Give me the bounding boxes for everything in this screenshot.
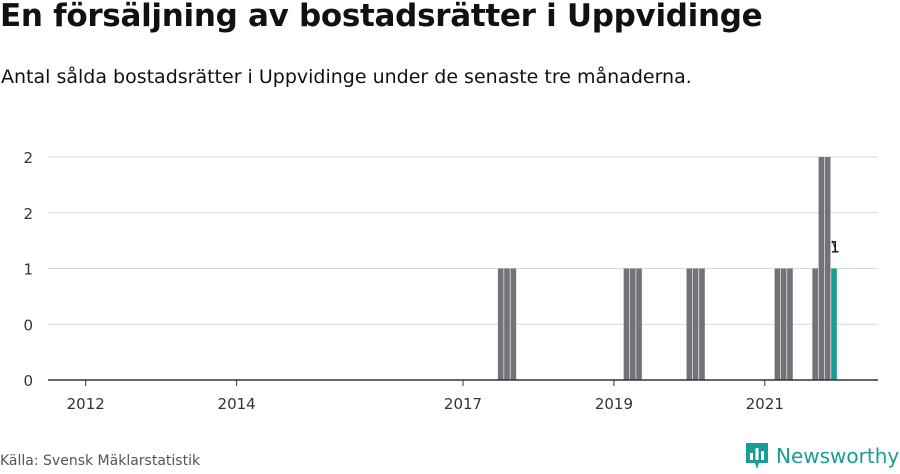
chart-title: En försäljning av bostadsrätter i Uppvid… (0, 0, 763, 34)
bar (629, 268, 636, 380)
annotation-leader-line (831, 240, 837, 251)
bar (824, 157, 831, 380)
bar-chart-logo-icon (746, 443, 768, 469)
y-tick-label: 1 (23, 261, 33, 279)
grid-lines (48, 156, 878, 325)
bar-latest-month (831, 268, 837, 380)
bar (774, 268, 781, 380)
bar (818, 157, 825, 380)
bar (623, 268, 630, 380)
x-axis-ticks: 2012 2014 2017 2019 2021 (67, 380, 784, 413)
bar (510, 268, 517, 380)
x-tick-label: 2012 (67, 395, 105, 413)
bar (692, 268, 699, 380)
x-tick-label: 2014 (218, 395, 256, 413)
y-tick-label: 2 (23, 205, 33, 223)
y-tick-label: 0 (23, 372, 33, 390)
bar-value-label: 1 (830, 238, 840, 257)
x-tick-label: 2021 (746, 395, 784, 413)
bar (497, 268, 504, 380)
y-axis-labels: 0 0 1 2 2 (23, 149, 33, 390)
bars (497, 157, 837, 380)
bar (699, 268, 705, 380)
bar (636, 268, 642, 380)
source-note: Källa: Svensk Mäklarstatistik (0, 453, 201, 469)
x-tick-label: 2019 (595, 395, 633, 413)
brand-name: Newsworthy (776, 444, 900, 468)
y-tick-label: 0 (23, 316, 33, 334)
bar (504, 268, 510, 380)
bar (787, 268, 793, 380)
brand-logo[interactable]: Newsworthy (744, 440, 899, 472)
x-tick-label: 2017 (444, 395, 482, 413)
bar (812, 268, 818, 380)
bar (780, 268, 787, 380)
bar (686, 268, 693, 380)
chart-subtitle: Antal sålda bostadsrätter i Uppvidinge u… (1, 66, 692, 88)
annotations: 1 (830, 238, 840, 257)
y-tick-label: 2 (23, 149, 33, 167)
